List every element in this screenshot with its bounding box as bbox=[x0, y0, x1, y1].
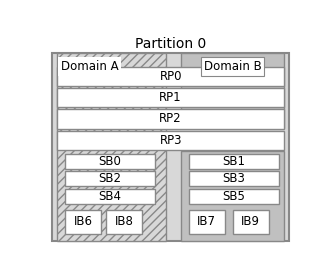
Bar bbox=[189, 210, 225, 234]
Text: Domain B: Domain B bbox=[204, 60, 261, 73]
Text: SB4: SB4 bbox=[99, 190, 122, 203]
Bar bbox=[65, 154, 155, 169]
Text: SB2: SB2 bbox=[99, 172, 122, 185]
Text: IB7: IB7 bbox=[197, 215, 216, 228]
Bar bbox=[232, 210, 269, 234]
Bar bbox=[65, 188, 155, 203]
Text: IB9: IB9 bbox=[241, 215, 260, 228]
Text: SB0: SB0 bbox=[99, 155, 122, 168]
Bar bbox=[57, 88, 284, 107]
Bar bbox=[181, 53, 284, 128]
Text: Domain A: Domain A bbox=[61, 60, 118, 73]
Bar bbox=[57, 53, 166, 241]
Bar bbox=[57, 131, 284, 150]
Text: IB6: IB6 bbox=[73, 215, 93, 228]
Bar bbox=[106, 210, 142, 234]
Bar bbox=[65, 172, 155, 187]
Text: RP0: RP0 bbox=[160, 70, 182, 83]
Bar bbox=[52, 53, 289, 241]
Bar bbox=[189, 154, 279, 169]
Text: RP2: RP2 bbox=[160, 113, 182, 125]
Text: RP3: RP3 bbox=[160, 134, 182, 147]
Bar bbox=[189, 172, 279, 187]
Text: SB1: SB1 bbox=[222, 155, 245, 168]
Bar bbox=[57, 66, 284, 86]
Text: SB3: SB3 bbox=[222, 172, 245, 185]
Text: Partition 0: Partition 0 bbox=[135, 37, 206, 51]
Text: RP1: RP1 bbox=[160, 91, 182, 104]
Bar bbox=[189, 188, 279, 203]
Text: SB5: SB5 bbox=[222, 190, 245, 203]
Text: IB8: IB8 bbox=[115, 215, 134, 228]
Bar bbox=[65, 210, 101, 234]
Bar bbox=[57, 109, 284, 129]
Bar bbox=[181, 151, 284, 241]
